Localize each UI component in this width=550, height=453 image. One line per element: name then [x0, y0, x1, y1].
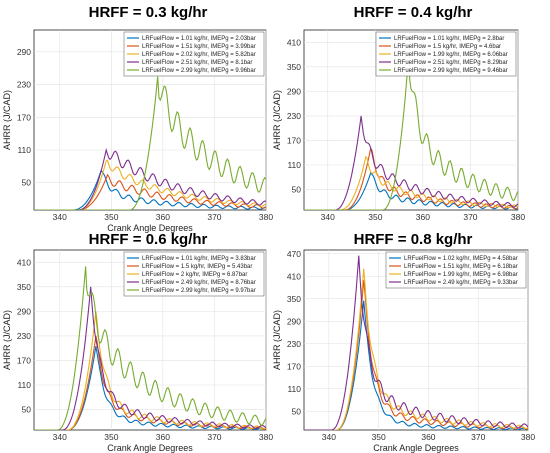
y-tick-label: 50: [292, 185, 302, 195]
x-tick-label: 340: [53, 212, 67, 222]
legend-box: [375, 31, 517, 77]
legend-box: [123, 251, 265, 297]
series-line-2: [304, 147, 518, 210]
legend-entry: LRFuelFlow = 2.49 kg/hr, IMEPg = 8.76bar: [142, 280, 256, 286]
y-tick-label: 410: [287, 271, 301, 281]
y-tick-label: 230: [17, 331, 31, 341]
y-tick-label: 110: [287, 160, 301, 170]
y-tick-label: 50: [22, 178, 32, 188]
y-tick-label: 290: [287, 86, 301, 96]
y-tick-label: 170: [17, 355, 31, 365]
legend-entry: LRFuelFlow = 1.01 kg/hr, IMEPg = 3.83bar: [142, 256, 256, 262]
legend-entry: LRFuelFlow = 2.02 kg/hr, IMEPg = 5.82bar: [142, 52, 256, 58]
legend-entry: LRFuelFlow = 1.99 kg/hr, IMEPg = 6.98bar: [404, 272, 518, 278]
legend-entry: LRFuelFlow = 1.02 kg/hr, IMEPg = 4.58bar: [404, 256, 518, 262]
legend-entry: LRFuelFlow = 1.01 kg/hr, IMEPg = 2.03bar: [142, 36, 256, 42]
legend-entry: LRFuelFlow = 2.51 kg/hr, IMEPg = 8.29bar: [394, 60, 508, 66]
x-tick-label: 380: [521, 432, 535, 442]
chart-panel-2: HRFF = 0.4 kg/hr 340 350 360 370 380 50 110 170 2…: [272, 4, 525, 222]
legend-entry: LRFuelFlow = 1.01 kg/hr, IMEPg = 2.8bar: [394, 36, 504, 42]
series-line-5: [304, 56, 518, 210]
x-tick-label: 340: [322, 432, 336, 442]
series-line-4: [304, 255, 528, 430]
series-line-5: [34, 266, 266, 430]
legend-entry: LRFuelFlow = 2.99 kg/hr, IMEPg = 9.96bar: [142, 68, 256, 74]
y-tick-label: 290: [17, 306, 31, 316]
y-tick-label: 50: [292, 406, 302, 416]
y-tick-label: 410: [287, 37, 301, 47]
y-tick-label: 470: [287, 249, 301, 259]
x-tick-label: 370: [471, 432, 485, 442]
x-tick-label: 360: [156, 212, 170, 222]
series-line-4: [34, 286, 266, 430]
y-tick-label: 170: [287, 361, 301, 371]
y-tick-label: 290: [17, 47, 31, 57]
y-axis-label: AHRR (J/CAD): [272, 310, 282, 370]
x-tick-label: 370: [207, 432, 221, 442]
y-tick-label: 170: [17, 112, 31, 122]
y-tick-label: 350: [287, 62, 301, 72]
x-tick-label: 350: [368, 212, 382, 222]
chart-title: HRFF = 0.8 kg/hr: [354, 231, 473, 248]
x-tick-label: 380: [259, 432, 273, 442]
chart-title: HRFF = 0.4 kg/hr: [354, 4, 473, 21]
legend-entry: LRFuelFlow = 1.5 kg/hr, IMEPg = 5.43bar: [142, 264, 252, 270]
y-tick-label: 350: [17, 282, 31, 292]
series-line-3: [34, 311, 266, 430]
y-tick-label: 230: [287, 339, 301, 349]
legend-entry: LRFuelFlow = 2.51 kg/hr, IMEPg = 8.1bar: [142, 60, 252, 66]
legend-box: [385, 251, 527, 289]
series-line-1: [304, 172, 518, 210]
y-tick-label: 110: [17, 380, 31, 390]
y-tick-label: 230: [287, 111, 301, 121]
x-tick-label: 370: [463, 212, 477, 222]
legend-entry: LRFuelFlow = 1.51 kg/hr, IMEPg = 3.99bar: [142, 44, 256, 50]
x-tick-label: 380: [511, 212, 525, 222]
x-axis-label: Crank Angle Degrees: [373, 443, 459, 453]
legend-entry: LRFuelFlow = 2.99 kg/hr, IMEPg = 9.97bar: [142, 288, 256, 294]
chart-panel-1: HRFF = 0.3 kg/hr 340 350 360 370 380 50 110 170 2…: [2, 4, 273, 233]
y-tick-label: 350: [287, 294, 301, 304]
series-line-4: [304, 115, 518, 210]
legend-entry: LRFuelFlow = 2.99 kg/hr, IMEPg = 9.46bar: [394, 68, 508, 74]
series-line-2: [34, 173, 266, 210]
x-axis-label: Crank Angle Degrees: [107, 443, 193, 453]
y-tick-label: 410: [17, 257, 31, 267]
x-tick-label: 350: [372, 432, 386, 442]
legend-entry: LRFuelFlow = 1.99 kg/hr, IMEPg = 6.06bar: [394, 52, 508, 58]
y-tick-label: 230: [17, 80, 31, 90]
x-tick-label: 350: [104, 212, 118, 222]
chart-title: HRFF = 0.6 kg/hr: [89, 231, 208, 248]
y-tick-label: 50: [22, 405, 32, 415]
chart-panel-4: HRFF = 0.8 kg/hr 340 350 360 370 380 50 110 170 2…: [272, 231, 535, 453]
series-line-3: [34, 159, 266, 210]
legend-box: [123, 31, 265, 77]
series-line-3: [304, 268, 528, 430]
y-axis-label: AHRR (J/CAD): [272, 90, 282, 150]
y-axis-label: AHRR (J/CAD): [2, 90, 12, 150]
series-line-5: [34, 76, 266, 210]
x-tick-label: 350: [104, 432, 118, 442]
chart-title: HRFF = 0.3 kg/hr: [89, 4, 208, 21]
x-tick-label: 360: [156, 432, 170, 442]
y-tick-label: 110: [287, 384, 301, 394]
x-tick-label: 380: [259, 212, 273, 222]
x-axis-label: Crank Angle Degrees: [107, 223, 193, 233]
y-tick-label: 170: [287, 135, 301, 145]
x-tick-label: 370: [207, 212, 221, 222]
series-line-4: [34, 147, 266, 210]
x-tick-label: 360: [416, 212, 430, 222]
y-axis-label: AHRR (J/CAD): [2, 310, 12, 370]
legend-entry: LRFuelFlow = 2 kg/hr, IMEPg = 6.87bar: [142, 272, 247, 278]
y-tick-label: 110: [17, 145, 31, 155]
x-tick-label: 340: [321, 212, 335, 222]
legend-entry: LRFuelFlow = 1.5 kg/hr, IMEPg = 4.6bar: [394, 44, 501, 50]
x-tick-label: 340: [53, 432, 67, 442]
chart-panel-3: HRFF = 0.6 kg/hr 340 350 360 370 380 50 110 170 2…: [2, 231, 273, 453]
y-tick-label: 290: [287, 316, 301, 326]
legend-entry: LRFuelFlow = 1.51 kg/hr, IMEPg = 6.18bar: [404, 264, 518, 270]
x-tick-label: 360: [421, 432, 435, 442]
legend-entry: LRFuelFlow = 2.49 kg/hr, IMEPg = 9.33bar: [404, 280, 518, 286]
